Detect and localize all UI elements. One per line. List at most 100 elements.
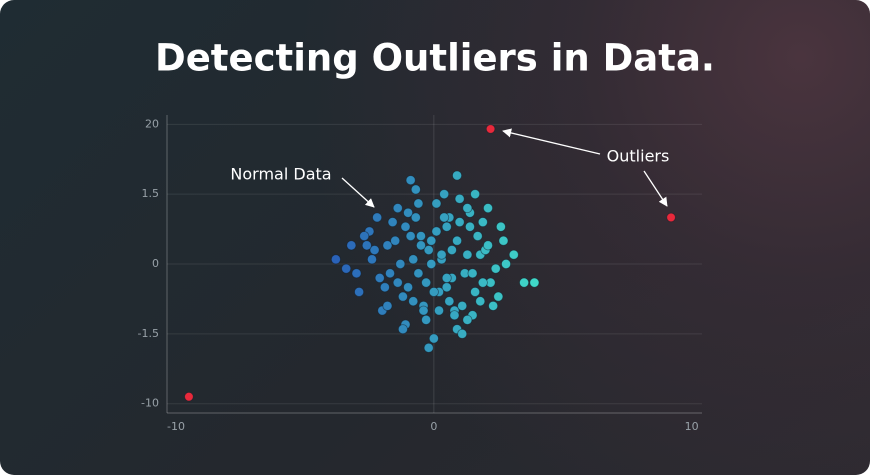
annotation: Outliers: [607, 147, 670, 166]
data-point: [482, 203, 493, 214]
data-point: [477, 277, 488, 288]
data-point: [441, 221, 452, 232]
data-point: [390, 235, 401, 246]
data-point: [457, 328, 468, 339]
data-point: [475, 296, 486, 307]
data-point: [452, 235, 463, 246]
data-point: [467, 268, 478, 279]
y-tick-label: 1.5: [142, 187, 160, 200]
data-point: [408, 254, 419, 265]
data-point: [330, 254, 341, 265]
data-point: [470, 189, 481, 200]
data-point: [395, 258, 406, 269]
data-point: [426, 258, 437, 269]
data-point: [485, 124, 496, 134]
data-point: [387, 217, 398, 228]
data-point: [403, 282, 414, 293]
data-point: [392, 203, 403, 214]
x-tick-label: 10: [685, 420, 699, 433]
data-point: [423, 342, 434, 353]
chart-title: Detecting Outliers in Data.: [155, 37, 715, 80]
data-point: [431, 198, 442, 209]
x-tick-label: -10: [167, 420, 185, 433]
data-point: [405, 231, 416, 242]
data-point: [346, 240, 357, 251]
data-point: [372, 212, 383, 223]
annotation: Normal Data: [230, 165, 331, 184]
data-point: [359, 231, 370, 242]
data-point: [501, 258, 512, 269]
data-point: [418, 305, 429, 316]
data-point: [482, 240, 493, 251]
data-point: [184, 392, 194, 402]
data-point: [408, 296, 419, 307]
x-tick-label: 0: [430, 420, 437, 433]
data-point: [421, 277, 432, 288]
data-point: [385, 268, 396, 279]
data-point: [413, 198, 424, 209]
data-point: [423, 245, 434, 256]
data-point: [529, 277, 540, 288]
data-point: [405, 175, 416, 186]
data-point: [410, 212, 421, 223]
data-point: [470, 286, 481, 297]
data-point: [400, 221, 411, 232]
arrow: [643, 170, 668, 207]
data-point: [493, 291, 504, 302]
data-point: [351, 268, 362, 279]
data-point: [341, 263, 352, 274]
data-point: [415, 240, 426, 251]
y-tick-label: 0: [152, 257, 159, 270]
data-point: [498, 235, 509, 246]
arrow: [502, 128, 601, 155]
data-point: [392, 277, 403, 288]
data-point: [464, 221, 475, 232]
y-tick-label: -10: [141, 397, 159, 410]
data-point: [421, 314, 432, 325]
data-point: [413, 268, 424, 279]
data-point: [428, 333, 439, 344]
data-point: [397, 324, 408, 335]
data-point: [382, 300, 393, 311]
data-point: [382, 240, 393, 251]
data-point: [410, 184, 421, 195]
data-point: [472, 231, 483, 242]
data-point: [446, 245, 457, 256]
data-point: [361, 240, 372, 251]
y-tick-label: -1.5: [138, 327, 159, 340]
data-point: [397, 291, 408, 302]
data-point: [434, 305, 445, 316]
data-point: [369, 245, 380, 256]
data-point: [428, 286, 439, 297]
points: [184, 124, 676, 402]
data-point: [441, 272, 452, 283]
data-point: [436, 249, 447, 260]
data-point: [462, 249, 473, 260]
arrow: [341, 177, 375, 208]
data-point: [452, 170, 463, 181]
data-point: [454, 217, 465, 228]
data-point: [449, 310, 460, 321]
data-point: [490, 263, 501, 274]
data-point: [454, 193, 465, 204]
data-point: [462, 203, 473, 214]
data-point: [666, 212, 676, 223]
data-point: [403, 207, 414, 218]
data-point: [431, 226, 442, 237]
y-tick-label: 20: [145, 117, 159, 130]
data-point: [462, 314, 473, 325]
data-point: [495, 221, 506, 232]
data-point: [477, 217, 488, 228]
data-point: [426, 235, 437, 246]
data-point: [457, 300, 468, 311]
data-point: [366, 254, 377, 265]
data-point: [508, 249, 519, 260]
data-point: [439, 189, 450, 200]
grid: 20 1.5 0 -1.5 -10 -10 0 10: [138, 115, 702, 433]
data-point: [444, 296, 455, 307]
data-point: [439, 212, 450, 223]
data-point: [519, 277, 530, 288]
data-point: [415, 231, 426, 242]
